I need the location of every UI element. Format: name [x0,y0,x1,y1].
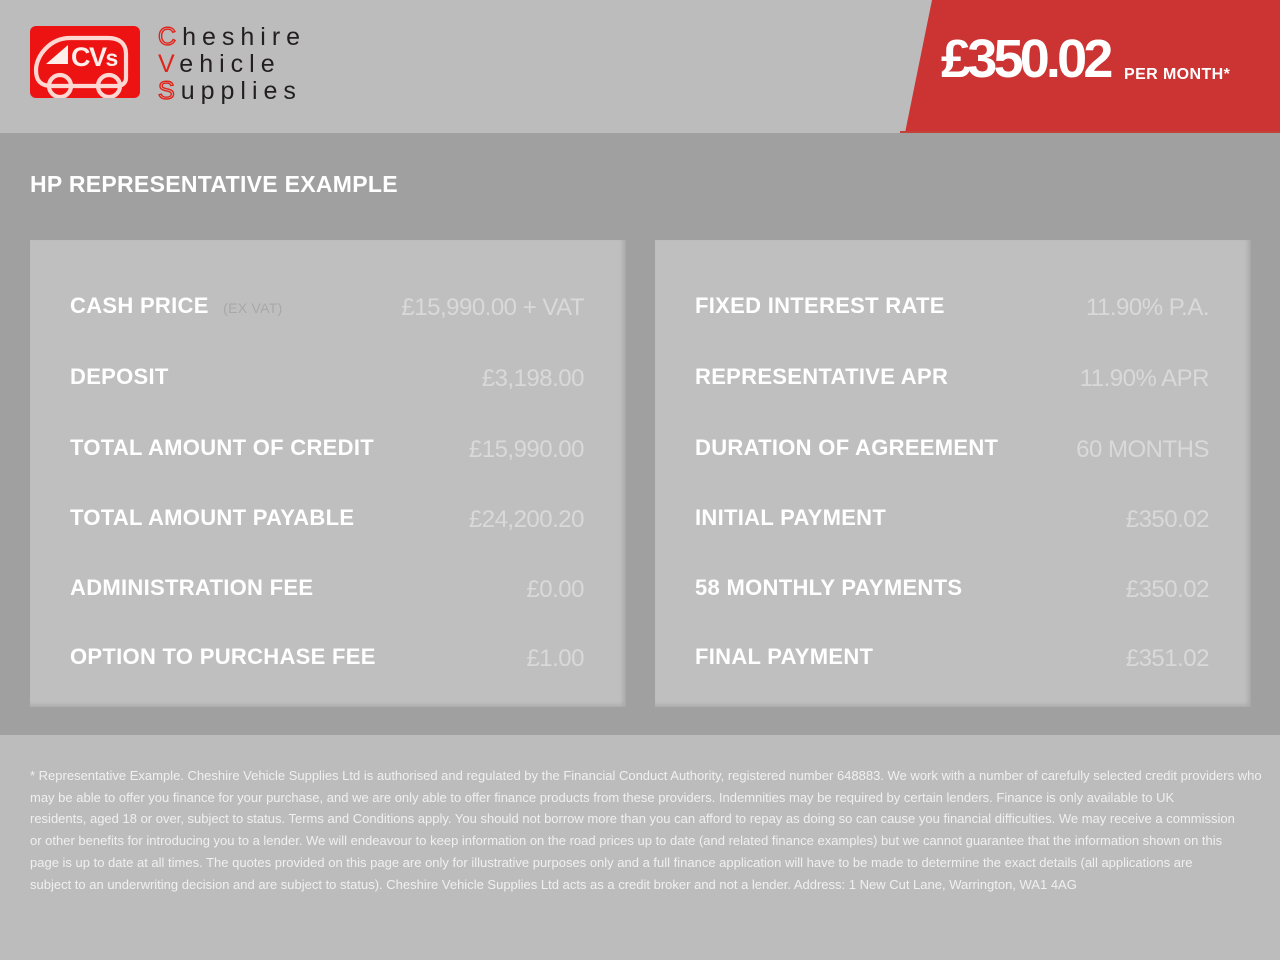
svg-text:CVs: CVs [71,42,118,72]
